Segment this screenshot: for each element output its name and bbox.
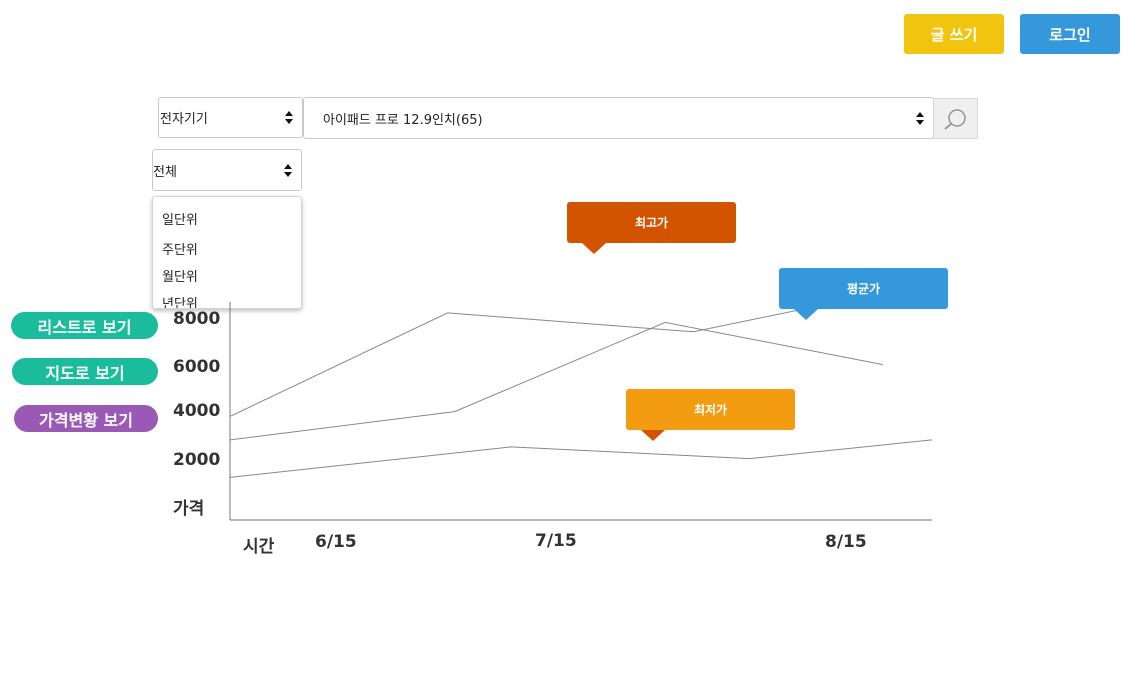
product-select[interactable]: 아이패드 프로 12.9인치(65) xyxy=(303,97,934,139)
category-select[interactable]: 전자기기 xyxy=(158,97,303,138)
period-option[interactable]: 월단위 xyxy=(162,270,198,285)
x-tick-label: 7/15 xyxy=(535,531,577,551)
login-button[interactable]: 로그인 xyxy=(1020,14,1120,54)
select-arrows-icon xyxy=(284,111,294,124)
x-tick-label: 8/15 xyxy=(825,532,867,552)
avg-price-callout: 평균가 xyxy=(779,268,948,320)
min-price-callout: 최저가 xyxy=(626,389,795,441)
period-select[interactable]: 전체 xyxy=(152,149,302,191)
max-price-callout: 최고가 xyxy=(567,202,736,254)
series-line-min xyxy=(229,439,933,478)
y-tick-label: 8000 xyxy=(173,309,221,329)
price-change-view-button[interactable]: 가격변황 보기 xyxy=(14,405,158,432)
y-tick-label: 4000 xyxy=(173,401,221,421)
select-arrows-icon xyxy=(283,163,293,177)
search-icon xyxy=(943,108,966,130)
y-axis-label: 가격 xyxy=(173,499,205,519)
y-tick-label: 2000 xyxy=(173,450,221,470)
period-select-value: 전체 xyxy=(153,164,177,180)
max-price-label: 최고가 xyxy=(634,216,669,230)
select-arrows-icon xyxy=(915,111,925,125)
period-option[interactable]: 일단위 xyxy=(162,213,198,228)
product-select-value: 아이패드 프로 12.9인치(65) xyxy=(323,112,483,128)
period-option[interactable]: 주단위 xyxy=(162,243,198,258)
min-price-label: 최저가 xyxy=(693,403,728,417)
write-button[interactable]: 글 쓰기 xyxy=(904,14,1004,54)
map-view-button[interactable]: 지도로 보기 xyxy=(12,358,158,385)
x-axis-label: 시간 xyxy=(243,537,275,557)
period-option[interactable]: 년단위 xyxy=(162,297,198,309)
search-button[interactable] xyxy=(933,98,978,139)
period-dropdown: 일단위 주단위 월단위 년단위 xyxy=(152,196,302,309)
series-line-avg xyxy=(229,321,883,441)
avg-price-label: 평균가 xyxy=(846,282,881,296)
y-tick-label: 6000 xyxy=(173,357,221,377)
x-tick-label: 6/15 xyxy=(315,532,357,552)
list-view-button[interactable]: 리스트로 보기 xyxy=(11,312,158,339)
category-select-value: 전자기기 xyxy=(160,112,208,127)
